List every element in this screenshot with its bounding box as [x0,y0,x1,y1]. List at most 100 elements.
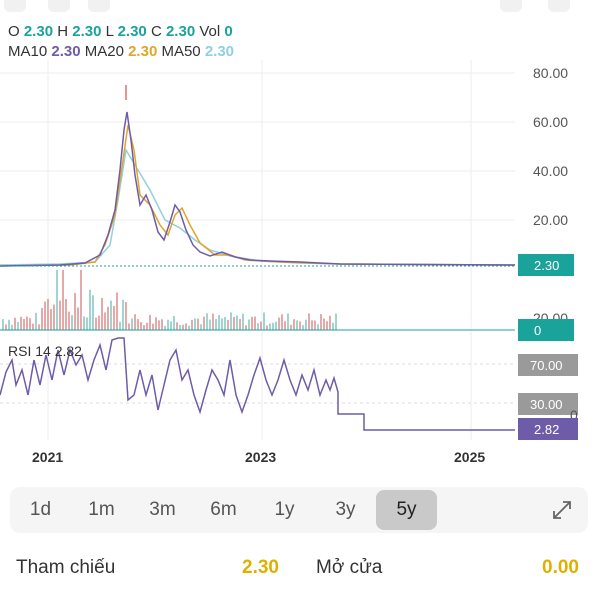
volume-bar [287,313,289,330]
tab-1m[interactable]: 1m [88,499,115,520]
volume-bar [107,306,109,330]
ma20-line [0,124,516,267]
volume-bars [2,270,337,330]
volume-bar [86,317,88,330]
ma50-value: 2.30 [204,43,235,60]
volume-bar [254,316,256,330]
low-value: 2.30 [117,23,147,40]
price-axis-label: 60.00 [533,114,568,130]
volume-bar [68,311,70,330]
open-price: Mở cửa 0.00 [316,557,586,579]
volume-bar [203,316,205,330]
volume-bar [188,325,190,330]
volume-bar [125,302,127,330]
volume-bar [209,319,211,330]
ma10-label: MA10 [8,43,48,60]
volume-bar [17,322,19,330]
volume-bar [296,320,298,330]
volume-bar [134,314,136,330]
ma50-line [0,147,516,266]
volume-bar [242,313,244,330]
volume-tag: 0 [518,319,574,341]
toolbar-button[interactable] [548,0,570,12]
volume-bar [35,312,37,330]
volume-bar [155,317,157,330]
volume-value: 0 [224,23,233,40]
volume-bar [143,325,145,330]
ma10-value: 2.30 [51,43,81,60]
close-label: C [150,23,162,40]
open-price-label: Mở cửa [316,557,383,578]
volume-bar [230,312,232,330]
volume-bar [305,319,307,330]
volume-bar [227,319,229,330]
volume-bar [23,319,25,330]
tab-3m[interactable]: 3m [149,499,176,520]
volume-bar [137,319,139,330]
volume-bar [239,318,241,330]
volume-bar [299,321,301,330]
x-axis-label: 2025 [454,449,485,465]
tab-1y[interactable]: 1y [274,499,295,520]
volume-bar [140,322,142,330]
volume-bar [269,323,271,330]
volume-bar [257,323,259,330]
toolbar-button[interactable] [88,0,110,12]
volume-bar [206,313,208,330]
rsi-30-tag: 30.00 [518,393,578,415]
volume-bar [11,324,13,330]
volume-bar [167,319,169,330]
open-value: 2.30 [23,23,54,40]
volume-bar [161,319,163,330]
close-value: 2.30 [165,23,196,40]
rsi-axis-label: 0 [570,407,578,423]
tab-5y[interactable]: 5y [376,490,437,530]
volume-bar [323,318,325,330]
rsi-30-text: 30.00 [530,397,563,412]
volume-bar [89,289,91,330]
volume-bar [185,323,187,330]
volume-bar [131,318,133,330]
volume-bar [302,325,304,330]
price-axis-label: 20.00 [533,212,568,228]
volume-bar [128,323,130,330]
volume-bar [308,313,310,330]
tab-1d[interactable]: 1d [29,499,52,520]
toolbar-button[interactable] [500,0,522,12]
volume-bar [149,314,151,330]
volume-bar [266,325,268,330]
volume-bar [59,300,61,330]
volume-bar [113,306,115,330]
expand-button[interactable] [542,490,582,530]
toolbar-button[interactable] [48,0,70,12]
price-chart[interactable]: 80.00 60.00 40.00 20.00 2.30 20.00 0 70.… [0,60,600,470]
volume-bar [260,321,262,330]
rsi-value-text: 2.82 [534,422,559,437]
volume-bar [173,315,175,330]
volume-bar [92,295,94,330]
ma20-label: MA20 [84,43,124,60]
volume-bar [284,321,286,330]
top-toolbar [0,0,600,16]
volume-bar [233,316,235,330]
volume-bar [14,317,16,330]
grid [0,60,515,440]
volume-bar [110,300,112,330]
volume-bar [218,314,220,330]
volume-bar [164,325,166,330]
volume-bar [71,315,73,330]
volume-bar [329,315,331,330]
volume-bar [281,314,283,330]
volume-bar [335,313,337,330]
volume-tag-text: 0 [534,323,541,338]
tab-6m[interactable]: 6m [210,499,237,520]
close-line [0,111,516,267]
volume-bar [248,319,250,330]
tab-3y[interactable]: 3y [335,499,356,520]
toolbar-button[interactable] [4,0,26,12]
volume-bar [74,293,76,330]
ohlc-legend: O 2.30 H 2.30 L 2.30 C 2.30 Vol 0 MA10 2… [8,22,234,62]
volume-bar [194,318,196,330]
ma50-label: MA50 [161,43,201,60]
volume-bar [83,316,85,330]
